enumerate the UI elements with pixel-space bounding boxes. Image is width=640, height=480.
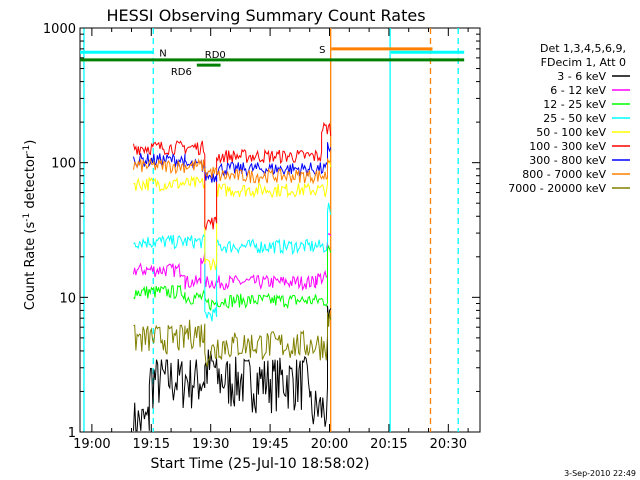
series-1 — [133, 305, 332, 432]
legend-label-7: 300 - 800 keV — [529, 154, 606, 167]
y-tick-label-3: 100 — [51, 157, 76, 172]
series-line-2 — [133, 232, 332, 291]
series-line-4 — [133, 202, 332, 322]
y-label-sup-2: -1 — [22, 145, 32, 154]
legend-label-5: 50 - 100 keV — [536, 126, 606, 139]
x-axis-label: Start Time (25-Jul-10 18:58:02) — [150, 456, 369, 472]
y-tick-label-2: 10 — [59, 291, 76, 306]
generation-timestamp: 3-Sep-2010 22:49 — [564, 469, 636, 478]
axis-ticks: 1 10 100 1000 19:00 19:15 19:30 19:45 20:00 20:15… — [43, 22, 480, 452]
legend: Det 1,3,4,5,6,9, FDecim 1, Att 0 3 - 6 k… — [508, 42, 630, 195]
y-label-sup-1: -1 — [22, 213, 32, 222]
y-label-part-3: ) — [23, 140, 38, 145]
legend-label-3: 12 - 25 keV — [543, 98, 606, 111]
x-tick-label-5: 20:00 — [311, 437, 348, 452]
series-group — [133, 121, 332, 432]
x-tick-label-4: 19:45 — [251, 437, 288, 452]
series-7 — [133, 142, 332, 183]
series-5 — [133, 160, 332, 271]
vertical-markers — [83, 28, 459, 432]
series-8 — [133, 157, 332, 185]
legend-label-9: 7000 - 20000 keV — [508, 182, 606, 195]
legend-label-2: 6 - 12 keV — [550, 84, 606, 97]
x-tick-label-1: 19:00 — [73, 437, 110, 452]
series-line-1 — [133, 305, 332, 432]
legend-label-8: 800 - 7000 keV — [522, 168, 606, 181]
series-line-9 — [133, 312, 332, 367]
flag-label-n: N — [159, 48, 166, 59]
legend-label-1: 3 - 6 keV — [557, 70, 606, 83]
x-tick-label-6: 20:15 — [370, 437, 407, 452]
plot-border — [79, 27, 481, 433]
y-tick-label-4: 1000 — [43, 22, 76, 37]
x-tick-label-2: 19:15 — [133, 437, 170, 452]
y-tick-label-1: 1 — [68, 426, 76, 441]
legend-label-4: 25 - 50 keV — [543, 112, 606, 125]
series-9 — [133, 312, 332, 367]
plot-frame — [79, 27, 481, 433]
legend-header-2: FDecim 1, Att 0 — [541, 56, 626, 69]
y-label-part-1: Count Rate (s — [23, 222, 38, 311]
flag-label-rd0: RD0 — [205, 50, 226, 61]
series-4 — [133, 202, 332, 322]
legend-header-1: Det 1,3,4,5,6,9, — [540, 42, 626, 55]
series-line-7 — [133, 142, 332, 183]
legend-label-6: 100 - 300 keV — [529, 140, 606, 153]
series-line-6 — [133, 121, 332, 232]
series-2 — [133, 232, 332, 291]
chart-title: HESSI Observing Summary Count Rates — [106, 6, 425, 25]
y-axis-label: Count Rate (s-1 detector-1) — [22, 140, 38, 311]
x-tick-label-7: 20:30 — [430, 437, 467, 452]
series-3 — [133, 244, 332, 312]
x-tick-label-3: 19:30 — [192, 437, 229, 452]
series-6 — [133, 121, 332, 232]
series-line-8 — [133, 157, 332, 185]
series-line-5 — [133, 160, 332, 271]
flag-label-rd6: RD6 — [171, 67, 192, 78]
series-line-3 — [133, 244, 332, 312]
flag-label-s: S — [319, 45, 325, 56]
y-label-part-2: detector — [23, 153, 38, 213]
flag-bars: N S RD0 RD6 — [80, 45, 465, 78]
